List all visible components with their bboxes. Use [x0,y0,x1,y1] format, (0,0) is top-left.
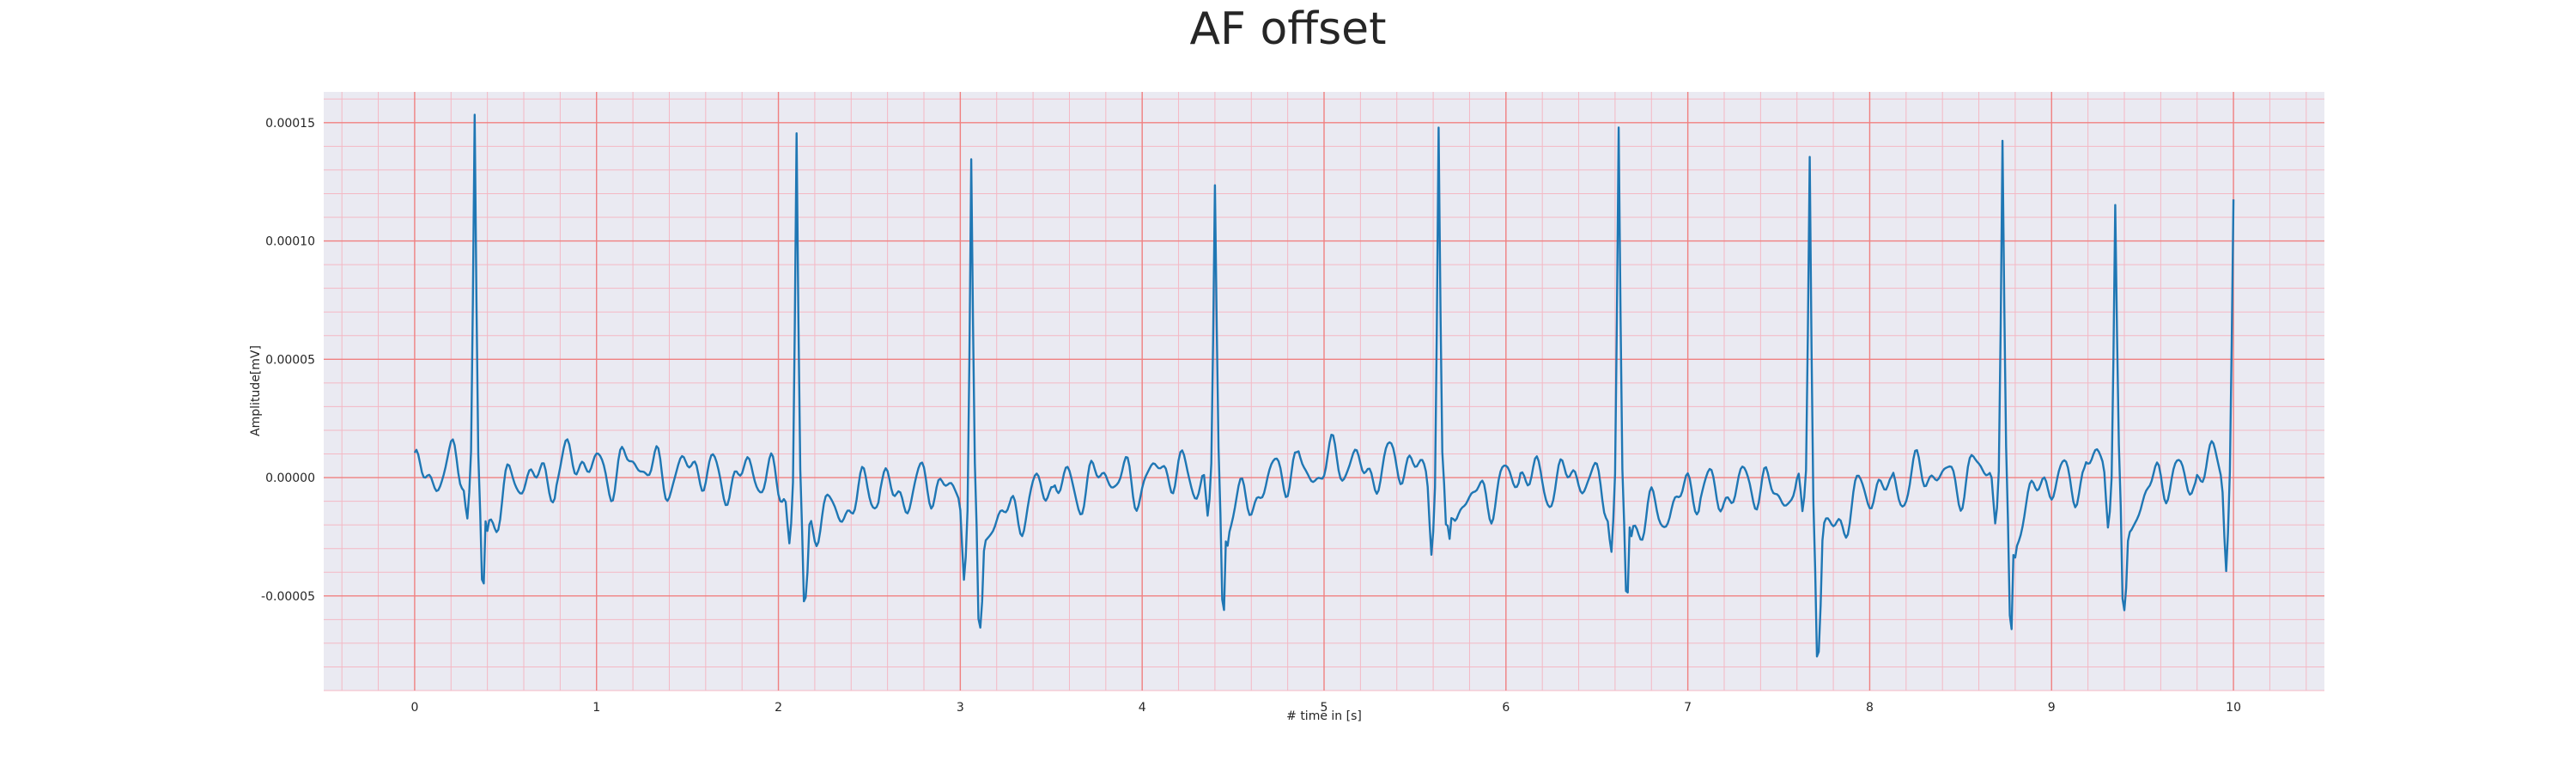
x-tick-label: 3 [957,701,964,715]
x-tick-label: 8 [1866,701,1874,715]
y-tick-label: 0.00015 [265,117,315,131]
y-tick-label: -0.00005 [261,590,315,604]
y-axis-label: Amplitude[mV] [249,345,263,436]
y-tick-label: 0.00000 [265,472,315,485]
chart-title: AF offset [1189,3,1387,55]
x-tick-label: 1 [592,701,600,715]
x-tick-label: 7 [1684,701,1692,715]
series-line-ecg [413,113,2235,658]
x-tick-label: 10 [2226,701,2241,715]
x-tick-label: 4 [1139,701,1146,715]
x-tick-label: 2 [775,701,782,715]
x-tick-label: 6 [1502,701,1510,715]
x-axis-ticks: 0 1 2 3 4 5 6 7 8 9 10 [410,701,2241,715]
x-tick-label: 5 [1321,701,1328,715]
y-axis-ticks: -0.00005 0.00000 0.00005 0.00010 0.00015 [261,117,315,604]
x-tick-label: 0 [410,701,418,715]
x-axis-label: # time in [s] [1286,709,1362,723]
y-tick-label: 0.00005 [265,353,315,367]
y-tick-label: 0.00010 [265,235,315,249]
x-tick-label: 9 [2048,701,2056,715]
